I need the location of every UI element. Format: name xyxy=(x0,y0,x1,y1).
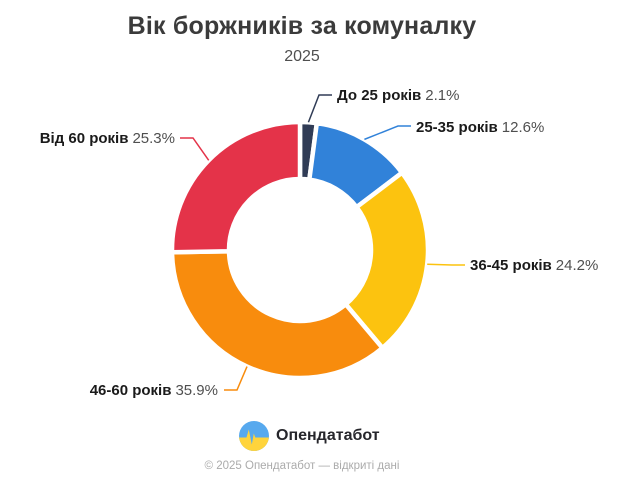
slice-label-vid-60: Від 60 років 25.3% xyxy=(40,130,175,147)
chart-subtitle: 2025 xyxy=(284,48,320,65)
pie-slice-2[interactable] xyxy=(343,170,431,351)
slice-label-value: 2.1% xyxy=(425,87,460,104)
slice-label-value: 25.3% xyxy=(132,130,175,147)
slice-label-value: 24.2% xyxy=(555,257,599,274)
slice-label-text: До 25 років xyxy=(337,87,422,104)
slice-label-value: 12.6% xyxy=(501,119,545,136)
slice-label-text: Від 60 років xyxy=(39,130,129,147)
slice-label-do-25: До 25 років 2.1% xyxy=(337,87,459,104)
label-connector-3 xyxy=(224,366,248,391)
chart-title: Вік боржників за комуналку xyxy=(127,12,477,40)
slice-label-36-45: 36-45 років 24.2% xyxy=(470,257,598,274)
opendatabot-flag-pulse-icon xyxy=(239,421,269,451)
slice-label-25-35: 25-35 років 12.6% xyxy=(416,119,544,136)
slice-label-text: 25-35 років xyxy=(416,119,498,136)
pie-slice-4[interactable] xyxy=(169,119,303,255)
slice-label-46-60: 46-60 років 35.9% xyxy=(90,382,218,399)
label-connector-0 xyxy=(307,94,332,123)
slice-label-value: 35.9% xyxy=(175,382,218,399)
label-connector-1 xyxy=(364,125,411,141)
logo-opendatabot[interactable]: Опендатабот xyxy=(239,420,380,452)
slice-label-text: 46-60 років xyxy=(89,382,172,399)
logo-text: Опендатабот xyxy=(276,427,380,444)
slice-label-text: 36-45 років xyxy=(470,257,552,274)
copyright-line: © 2025 Опендатабот — відкриті дані xyxy=(204,460,400,472)
label-connector-2 xyxy=(427,263,465,266)
label-connector-4 xyxy=(180,137,210,161)
pie-slice-3[interactable] xyxy=(169,248,385,381)
